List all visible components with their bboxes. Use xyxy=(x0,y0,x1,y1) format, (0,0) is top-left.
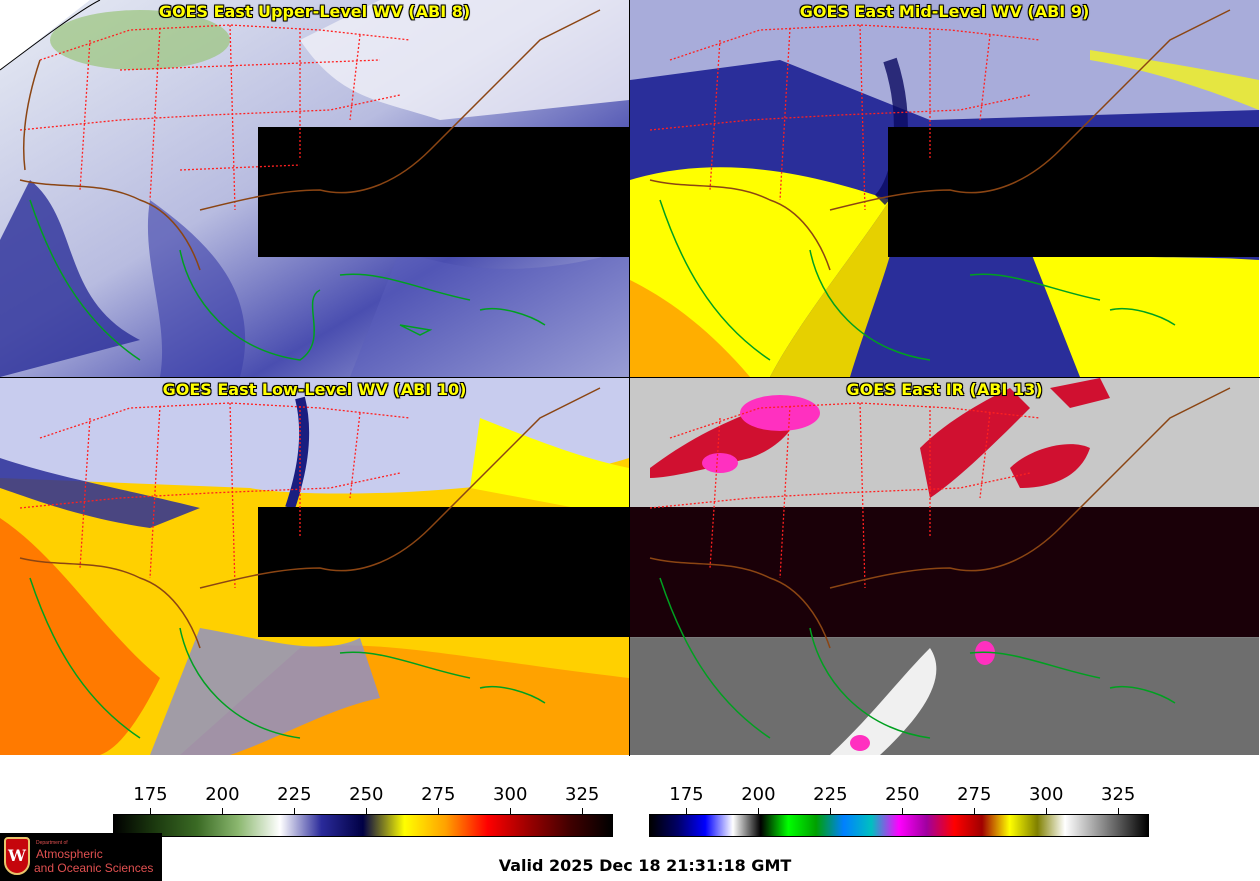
aos-logo[interactable]: W Department of Atmospheric and Oceanic … xyxy=(0,833,162,881)
logo-dept: Department of xyxy=(36,840,68,846)
ir-tick-label: 175 xyxy=(669,784,704,805)
ir-tick-mark xyxy=(1118,808,1120,814)
wv-tick-mark xyxy=(294,808,296,814)
upper-level-wv-image xyxy=(0,0,629,377)
ir-tick-mark xyxy=(830,808,832,814)
ir-tick-mark xyxy=(686,808,688,814)
wv-tick-label: 175 xyxy=(133,784,168,805)
wv-tick-label: 200 xyxy=(205,784,240,805)
ir-tick-label: 200 xyxy=(741,784,776,805)
panel-divider-horizontal xyxy=(0,377,1260,378)
panel-divider-vertical xyxy=(629,0,630,756)
wv-tick-mark xyxy=(366,808,368,814)
low-level-wv-image xyxy=(0,378,629,755)
panel-title: GOES East IR (ABI 13) xyxy=(846,380,1043,399)
ir-tick-mark xyxy=(902,808,904,814)
panel-title: GOES East Low-Level WV (ABI 10) xyxy=(162,380,467,399)
wv-tick-label: 225 xyxy=(277,784,312,805)
logo-line1: Atmospheric xyxy=(36,847,103,861)
wv-colorbar xyxy=(113,814,613,837)
panel-title: GOES East Upper-Level WV (ABI 8) xyxy=(158,2,471,21)
ir-tick-label: 300 xyxy=(1029,784,1064,805)
ir-colorbar xyxy=(649,814,1149,837)
wv-tick-mark xyxy=(222,808,224,814)
ir-tick-label: 225 xyxy=(813,784,848,805)
panel-ir: GOES East IR (ABI 13) xyxy=(630,378,1259,755)
wv-tick-mark xyxy=(150,808,152,814)
wv-tick-mark xyxy=(438,808,440,814)
wv-tick-label: 325 xyxy=(565,784,600,805)
ir-image xyxy=(630,378,1259,755)
ir-tick-mark xyxy=(758,808,760,814)
wv-tick-mark xyxy=(582,808,584,814)
logo-line2: and Oceanic Sciences xyxy=(34,861,154,875)
ir-tick-mark xyxy=(974,808,976,814)
ir-tick-label: 250 xyxy=(885,784,920,805)
uw-crest-icon: W xyxy=(4,837,30,875)
panel-low-level-wv: GOES East Low-Level WV (ABI 10) xyxy=(0,378,629,755)
wv-tick-label: 300 xyxy=(493,784,528,805)
valid-time: Valid 2025 Dec 18 21:31:18 GMT xyxy=(498,856,792,875)
ir-tick-label: 325 xyxy=(1101,784,1136,805)
mid-level-wv-image xyxy=(630,0,1259,377)
ir-tick-label: 275 xyxy=(957,784,992,805)
panel-title: GOES East Mid-Level WV (ABI 9) xyxy=(799,2,1090,21)
wv-tick-label: 250 xyxy=(349,784,384,805)
panel-mid-level-wv: GOES East Mid-Level WV (ABI 9) xyxy=(630,0,1259,377)
wv-tick-label: 275 xyxy=(421,784,456,805)
panel-upper-level-wv: GOES East Upper-Level WV (ABI 8) xyxy=(0,0,629,377)
ir-tick-mark xyxy=(1046,808,1048,814)
wv-tick-mark xyxy=(510,808,512,814)
